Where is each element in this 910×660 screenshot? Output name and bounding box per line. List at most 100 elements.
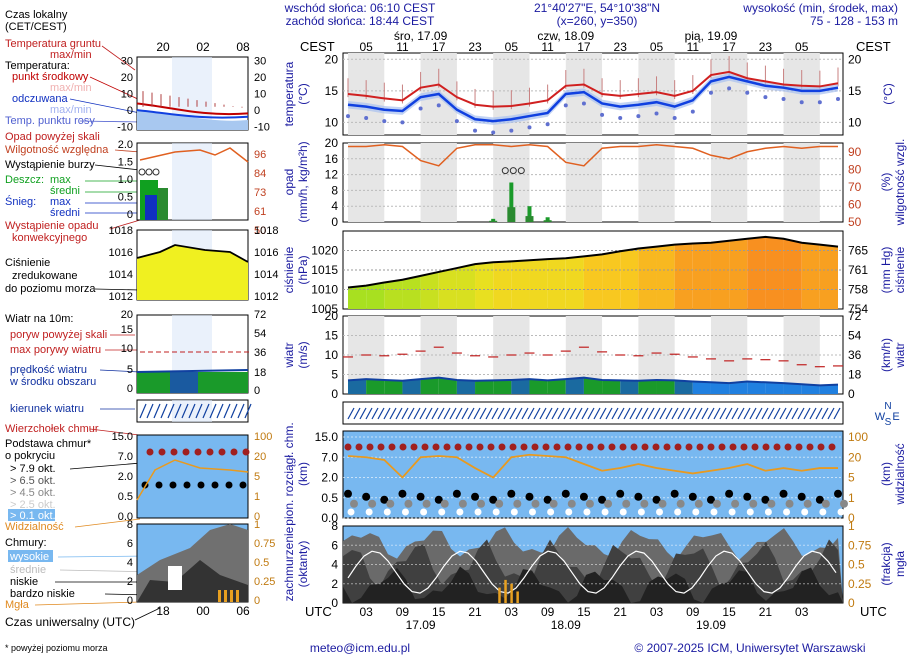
pressure-label3: do poziomu morza <box>5 283 96 295</box>
cloud-top-dot <box>597 443 605 451</box>
cloud-base-dot <box>434 495 443 504</box>
cloud-base-dot-mid <box>676 499 685 508</box>
dewpoint-dot <box>690 109 695 114</box>
cloud-tick-left: 2.0 <box>321 471 338 485</box>
legend-wind-fill-dark <box>170 372 198 393</box>
wind-arrow <box>803 407 811 420</box>
hour-bottom-label: 09 <box>396 605 410 619</box>
legend-temp-tick: 0 <box>127 105 133 117</box>
pressure-fill <box>638 246 657 309</box>
wind-arrow <box>563 407 571 420</box>
hour-top-label: 05 <box>505 40 519 54</box>
legend-fog-tick: 0.5 <box>254 557 269 569</box>
cloud-top-dot <box>751 443 759 451</box>
precip-tick-left: 0 <box>331 215 338 229</box>
wind-arrow <box>347 407 355 420</box>
cl-high-bg <box>8 550 53 562</box>
legend-wind-tick-right: 0 <box>254 385 260 397</box>
legend-temp-tick: 10 <box>121 89 133 101</box>
precip-bar-mid <box>489 220 498 222</box>
wind-arrow <box>761 407 769 420</box>
snow-max-label: max <box>50 196 71 208</box>
footer-email[interactable]: meteo@icm.edu.pl <box>310 641 410 655</box>
cloud-top-dot <box>432 443 440 451</box>
wind-tick-left: 10 <box>325 348 339 362</box>
wind-arrow <box>767 407 775 420</box>
wind-arrow <box>653 407 661 420</box>
wind-arrow <box>425 407 433 420</box>
legend-cloud-tick: 0.5 <box>118 491 133 503</box>
cloud-top-label: Wierzchołek chmur <box>5 423 99 435</box>
wind-arrow <box>491 407 499 420</box>
temp-maxmin-label: max/min <box>50 82 92 94</box>
cloud-base-dot <box>416 492 425 501</box>
rain-label: Deszcz: <box>5 174 44 186</box>
sunrise-text: wschód słońca: 06:10 CEST <box>284 1 436 15</box>
wind-arrow <box>827 407 835 420</box>
precip-tick-left: 4 <box>331 199 338 213</box>
cloud-base-dot <box>761 495 770 504</box>
cloud-top-dot <box>773 443 781 451</box>
legend-cloud-base-dot <box>225 481 233 489</box>
cloud-base-dot-mid <box>840 499 848 508</box>
dewpoint-dot <box>672 115 677 120</box>
wind-label: Wiatr na 10m: <box>5 313 73 325</box>
legend-cloud-base-dot <box>211 481 219 489</box>
cloud-top-dot <box>740 443 748 451</box>
pressure-tick-right: 754 <box>848 302 868 316</box>
wind-arrow <box>467 407 475 420</box>
precip-occ-label2: konwekcyjnego <box>12 232 87 244</box>
cloud-top-dot <box>619 443 627 451</box>
wind-arrow <box>395 407 403 420</box>
legend-wind-arrow <box>195 403 203 419</box>
cloud-base-dot-low <box>601 508 609 516</box>
cloud-base-dot-mid <box>803 499 812 508</box>
wind-fill <box>620 380 639 394</box>
coords-text: 21°40'27"E, 54°10'38"N <box>534 1 660 15</box>
legend-vis-line <box>136 459 249 501</box>
wind-axis-title-right: wiatr <box>893 342 907 368</box>
cover-tick-left: 4 <box>331 558 338 572</box>
legend-cloud-top-dot <box>182 448 190 456</box>
wind-arrow <box>557 407 565 420</box>
wind-arrow <box>455 407 463 420</box>
cloud-top-dot <box>410 443 418 451</box>
wind-arrow <box>731 407 739 420</box>
legend-wind-arrow <box>230 403 238 419</box>
cloud-top-dot <box>795 443 803 451</box>
humidity-tick-right: 60 <box>848 197 862 211</box>
wind-arrow <box>419 407 427 420</box>
fog-bar <box>498 587 501 603</box>
legend-vis-tick: 20 <box>254 451 266 463</box>
utc-hour-18: 18 <box>156 604 170 618</box>
cloud-top-dot <box>531 443 539 451</box>
legend-cloud-top-dot <box>242 448 250 456</box>
pressure-tick-left: 1020 <box>311 244 338 258</box>
legend-wind-arrow <box>153 403 161 419</box>
dewpoint-dot <box>836 97 840 102</box>
visibility-tick-right: 5 <box>848 471 855 485</box>
legend-humidity-line <box>139 147 249 163</box>
legend-cloud-base-dot <box>169 481 177 489</box>
fog-tick-right: 0.75 <box>848 538 872 552</box>
wind-arrow <box>509 407 517 420</box>
pressure-tick-right: 761 <box>848 263 868 277</box>
legend-pressure-tick: 1014 <box>109 269 133 281</box>
wind-fill <box>674 380 693 394</box>
wind-fill <box>384 379 403 394</box>
okt-5: > 0.1 okt. <box>10 510 56 522</box>
legend-temp-tick-right: 10 <box>254 89 266 101</box>
precip-strip <box>420 143 457 222</box>
legend-wind-tick-right: 36 <box>254 347 266 359</box>
perceived-maxmin-label: max/min <box>50 104 92 116</box>
cloud-base-dot-mid <box>549 499 558 508</box>
fog-tick-right: 1 <box>848 519 855 533</box>
footnote: * powyżej poziomu morza <box>5 643 108 653</box>
legend-cloud-top-dot <box>146 448 154 456</box>
temp-panel: 20 20 15 15 10 10 <box>325 52 862 136</box>
temperature-label: Temperatura: <box>5 60 70 72</box>
cover-vlow <box>343 566 843 603</box>
pressure-axis-unit: (hPa) <box>296 255 310 284</box>
precip-bar-mid <box>525 216 534 222</box>
legend-storm-ring <box>152 168 160 176</box>
